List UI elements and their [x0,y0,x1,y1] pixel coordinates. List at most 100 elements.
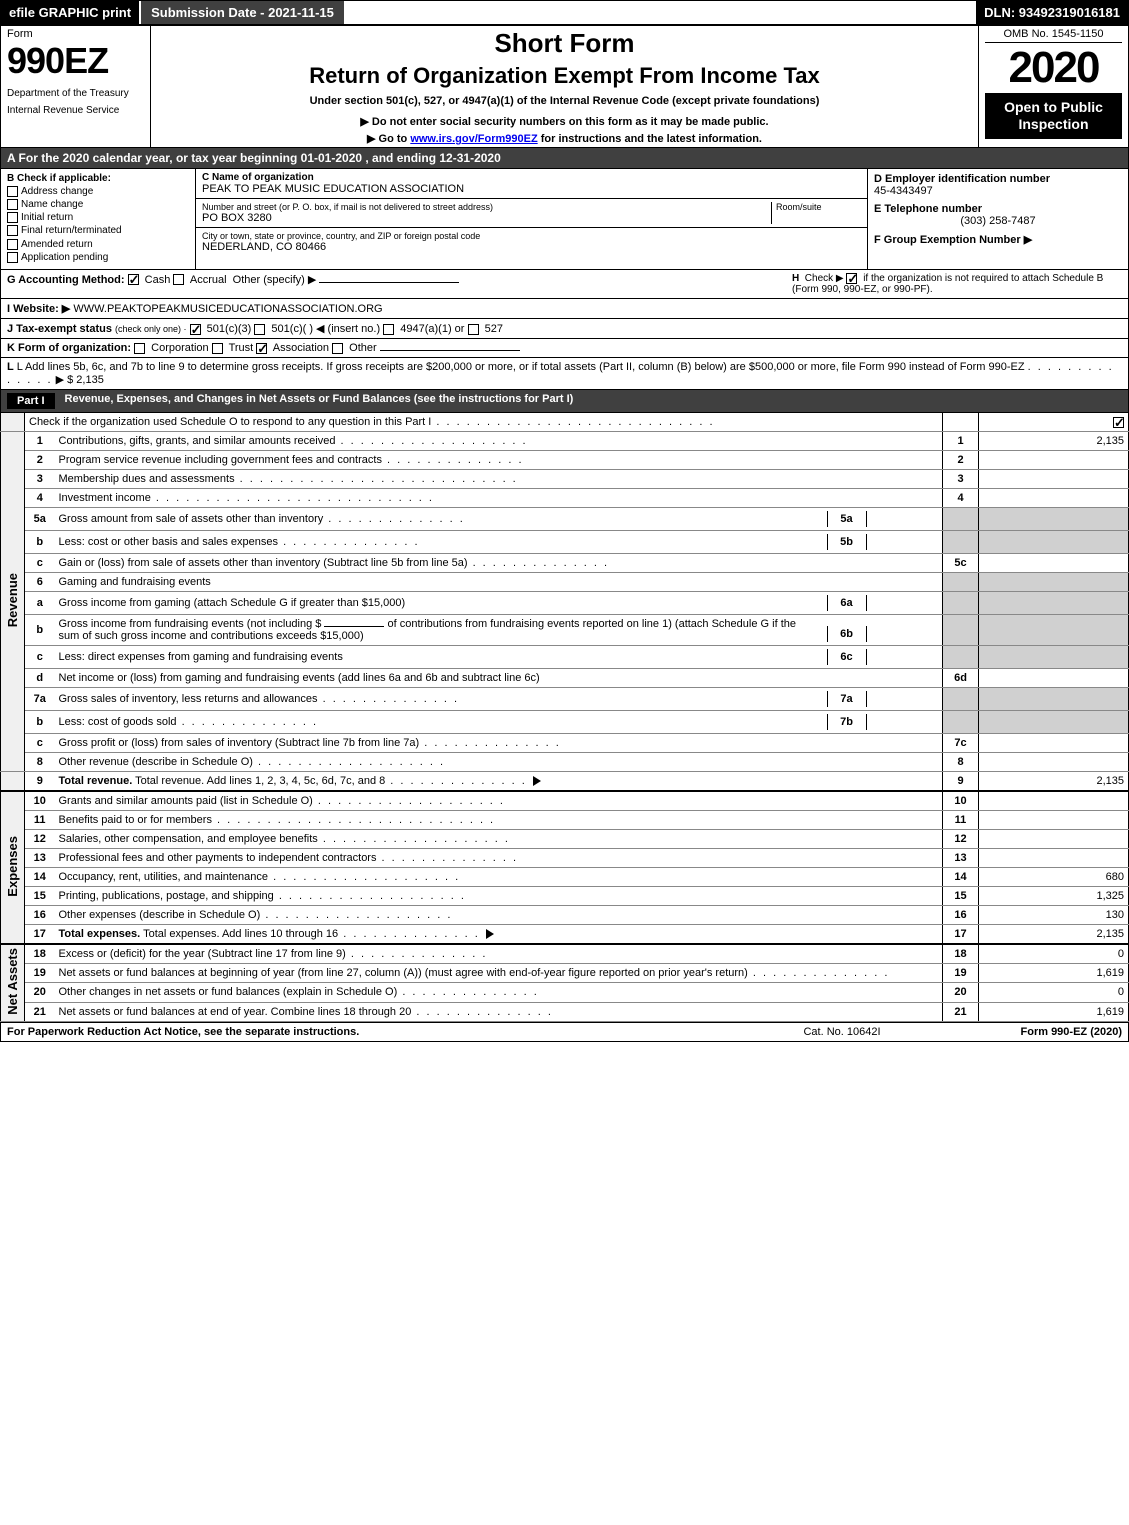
line-17-amount: 2,135 [979,924,1129,944]
info-grid: B Check if applicable: Address change Na… [0,169,1129,270]
line-2-desc: Program service revenue including govern… [55,450,943,469]
checkbox-schedule-o[interactable] [1113,417,1124,428]
org-name-label: C Name of organization [202,172,861,183]
checkbox-501c3[interactable] [190,324,201,335]
checkbox-accrual[interactable] [173,274,184,285]
line-5c-amount [979,553,1129,572]
checkbox-cash[interactable] [128,274,139,285]
line-9-amount: 2,135 [979,771,1129,791]
checkbox-527[interactable] [468,324,479,335]
line-5a-desc: Gross amount from sale of assets other t… [55,507,823,530]
line-7c-desc: Gross profit or (loss) from sales of inv… [55,733,943,752]
line-10-desc: Grants and similar amounts paid (list in… [55,791,943,811]
revenue-side-label: Revenue [1,431,25,771]
line-6d-desc: Net income or (loss) from gaming and fun… [55,668,943,687]
line-5b-desc: Less: cost or other basis and sales expe… [55,530,823,553]
checkbox-4947[interactable] [383,324,394,335]
line-4-amount [979,488,1129,507]
street-label: Number and street (or P. O. box, if mail… [202,202,771,212]
line-7b-desc: Less: cost of goods sold [55,710,823,733]
checkbox-application-pending[interactable] [7,252,18,263]
line-3-desc: Membership dues and assessments [55,469,943,488]
efile-graphic-print[interactable]: efile GRAPHIC print [1,1,139,24]
line-6-desc: Gaming and fundraising events [55,572,943,591]
section-a-tax-year: A For the 2020 calendar year, or tax yea… [0,148,1129,169]
top-bar: efile GRAPHIC print Submission Date - 20… [0,0,1129,25]
line-11-amount [979,810,1129,829]
city-label: City or town, state or province, country… [202,231,861,241]
omb-cell: OMB No. 1545-1150 2020 Open to Public In… [979,26,1129,148]
line-12-desc: Salaries, other compensation, and employ… [55,829,943,848]
line-12-amount [979,829,1129,848]
line-3-amount [979,469,1129,488]
checkbox-h-schedule-b[interactable] [846,273,857,284]
footer-paperwork-notice: For Paperwork Reduction Act Notice, see … [7,1026,742,1038]
ein-value: 45-4343497 [874,185,1122,197]
submission-date: Submission Date - 2021-11-15 [139,1,344,24]
part-1-table: Check if the organization used Schedule … [0,413,1129,1022]
irs-link[interactable]: www.irs.gov/Form990EZ [410,133,537,145]
checkbox-final-return[interactable] [7,225,18,236]
row-l-gross-receipts: L L Add lines 5b, 6c, and 7b to line 9 t… [0,358,1129,390]
line-4-desc: Investment income [55,488,943,507]
line-7a-desc: Gross sales of inventory, less returns a… [55,687,823,710]
subtitle-3: ▶ Go to www.irs.gov/Form990EZ for instru… [157,132,972,145]
omb-number: OMB No. 1545-1150 [985,28,1122,43]
line-6b-desc: Gross income from fundraising events (no… [55,614,823,645]
other-specify-input[interactable] [319,282,459,283]
line-15-desc: Printing, publications, postage, and shi… [55,886,943,905]
row-k-form-org: K Form of organization: Corporation Trus… [0,339,1129,358]
expenses-side-label: Expenses [1,791,25,944]
checkbox-amended[interactable] [7,239,18,250]
line-6a-desc: Gross income from gaming (attach Schedul… [55,591,823,614]
line-21-desc: Net assets or fund balances at end of ye… [55,1002,943,1021]
line-9-desc: Total revenue. Total revenue. Add lines … [55,771,943,791]
line-20-amount: 0 [979,983,1129,1002]
line-16-desc: Other expenses (describe in Schedule O) [55,905,943,924]
line-1-amount: 2,135 [979,431,1129,450]
row-i-website: I Website: ▶ WWW.PEAKTOPEAKMUSICEDUCATIO… [0,299,1129,319]
checkbox-name-change[interactable] [7,199,18,210]
checkbox-initial-return[interactable] [7,212,18,223]
other-org-input[interactable] [380,350,520,351]
irs-label: Internal Revenue Service [7,105,144,116]
city-value: NEDERLAND, CO 80466 [202,241,861,253]
checkbox-corporation[interactable] [134,343,145,354]
box-c: C Name of organization PEAK TO PEAK MUSI… [196,169,868,269]
tax-year: 2020 [985,43,1122,93]
short-form-title: Short Form [157,28,972,59]
open-to-public: Open to Public Inspection [985,93,1122,139]
checkbox-other-org[interactable] [332,343,343,354]
line-11-desc: Benefits paid to or for members [55,810,943,829]
gross-receipts-amount: 2,135 [76,374,104,386]
checkbox-association[interactable] [256,343,267,354]
part-1-label: Part I [7,393,55,409]
group-exemption-label: F Group Exemption Number ▶ [874,233,1122,246]
line-17-desc: Total expenses. Total expenses. Add line… [55,924,943,944]
part-1-header: Part I Revenue, Expenses, and Changes in… [0,390,1129,413]
row-g-h: G Accounting Method: Cash Accrual Other … [0,270,1129,299]
part-1-title: Revenue, Expenses, and Changes in Net As… [65,393,574,409]
form-number-cell: Form 990EZ Department of the Treasury In… [1,26,151,148]
checkbox-trust[interactable] [212,343,223,354]
line-18-desc: Excess or (deficit) for the year (Subtra… [55,944,943,964]
line-14-desc: Occupancy, rent, utilities, and maintena… [55,867,943,886]
box-b-header: B Check if applicable: [7,173,189,184]
page-footer: For Paperwork Reduction Act Notice, see … [0,1022,1129,1042]
footer-form-ref: Form 990-EZ (2020) [942,1026,1122,1038]
checkbox-address-change[interactable] [7,186,18,197]
line-18-amount: 0 [979,944,1129,964]
line-14-amount: 680 [979,867,1129,886]
line-13-desc: Professional fees and other payments to … [55,848,943,867]
subtitle-1: Under section 501(c), 527, or 4947(a)(1)… [157,95,972,107]
line-10-amount [979,791,1129,811]
box-d-e-f: D Employer identification number 45-4343… [868,169,1128,269]
main-title: Return of Organization Exempt From Incom… [157,63,972,89]
box-b: B Check if applicable: Address change Na… [1,169,196,269]
line-21-amount: 1,619 [979,1002,1129,1021]
checkbox-501c[interactable] [254,324,265,335]
tel-value: (303) 258-7487 [874,215,1122,227]
line-8-amount [979,752,1129,771]
line-13-amount [979,848,1129,867]
dln: DLN: 93492319016181 [976,1,1128,24]
